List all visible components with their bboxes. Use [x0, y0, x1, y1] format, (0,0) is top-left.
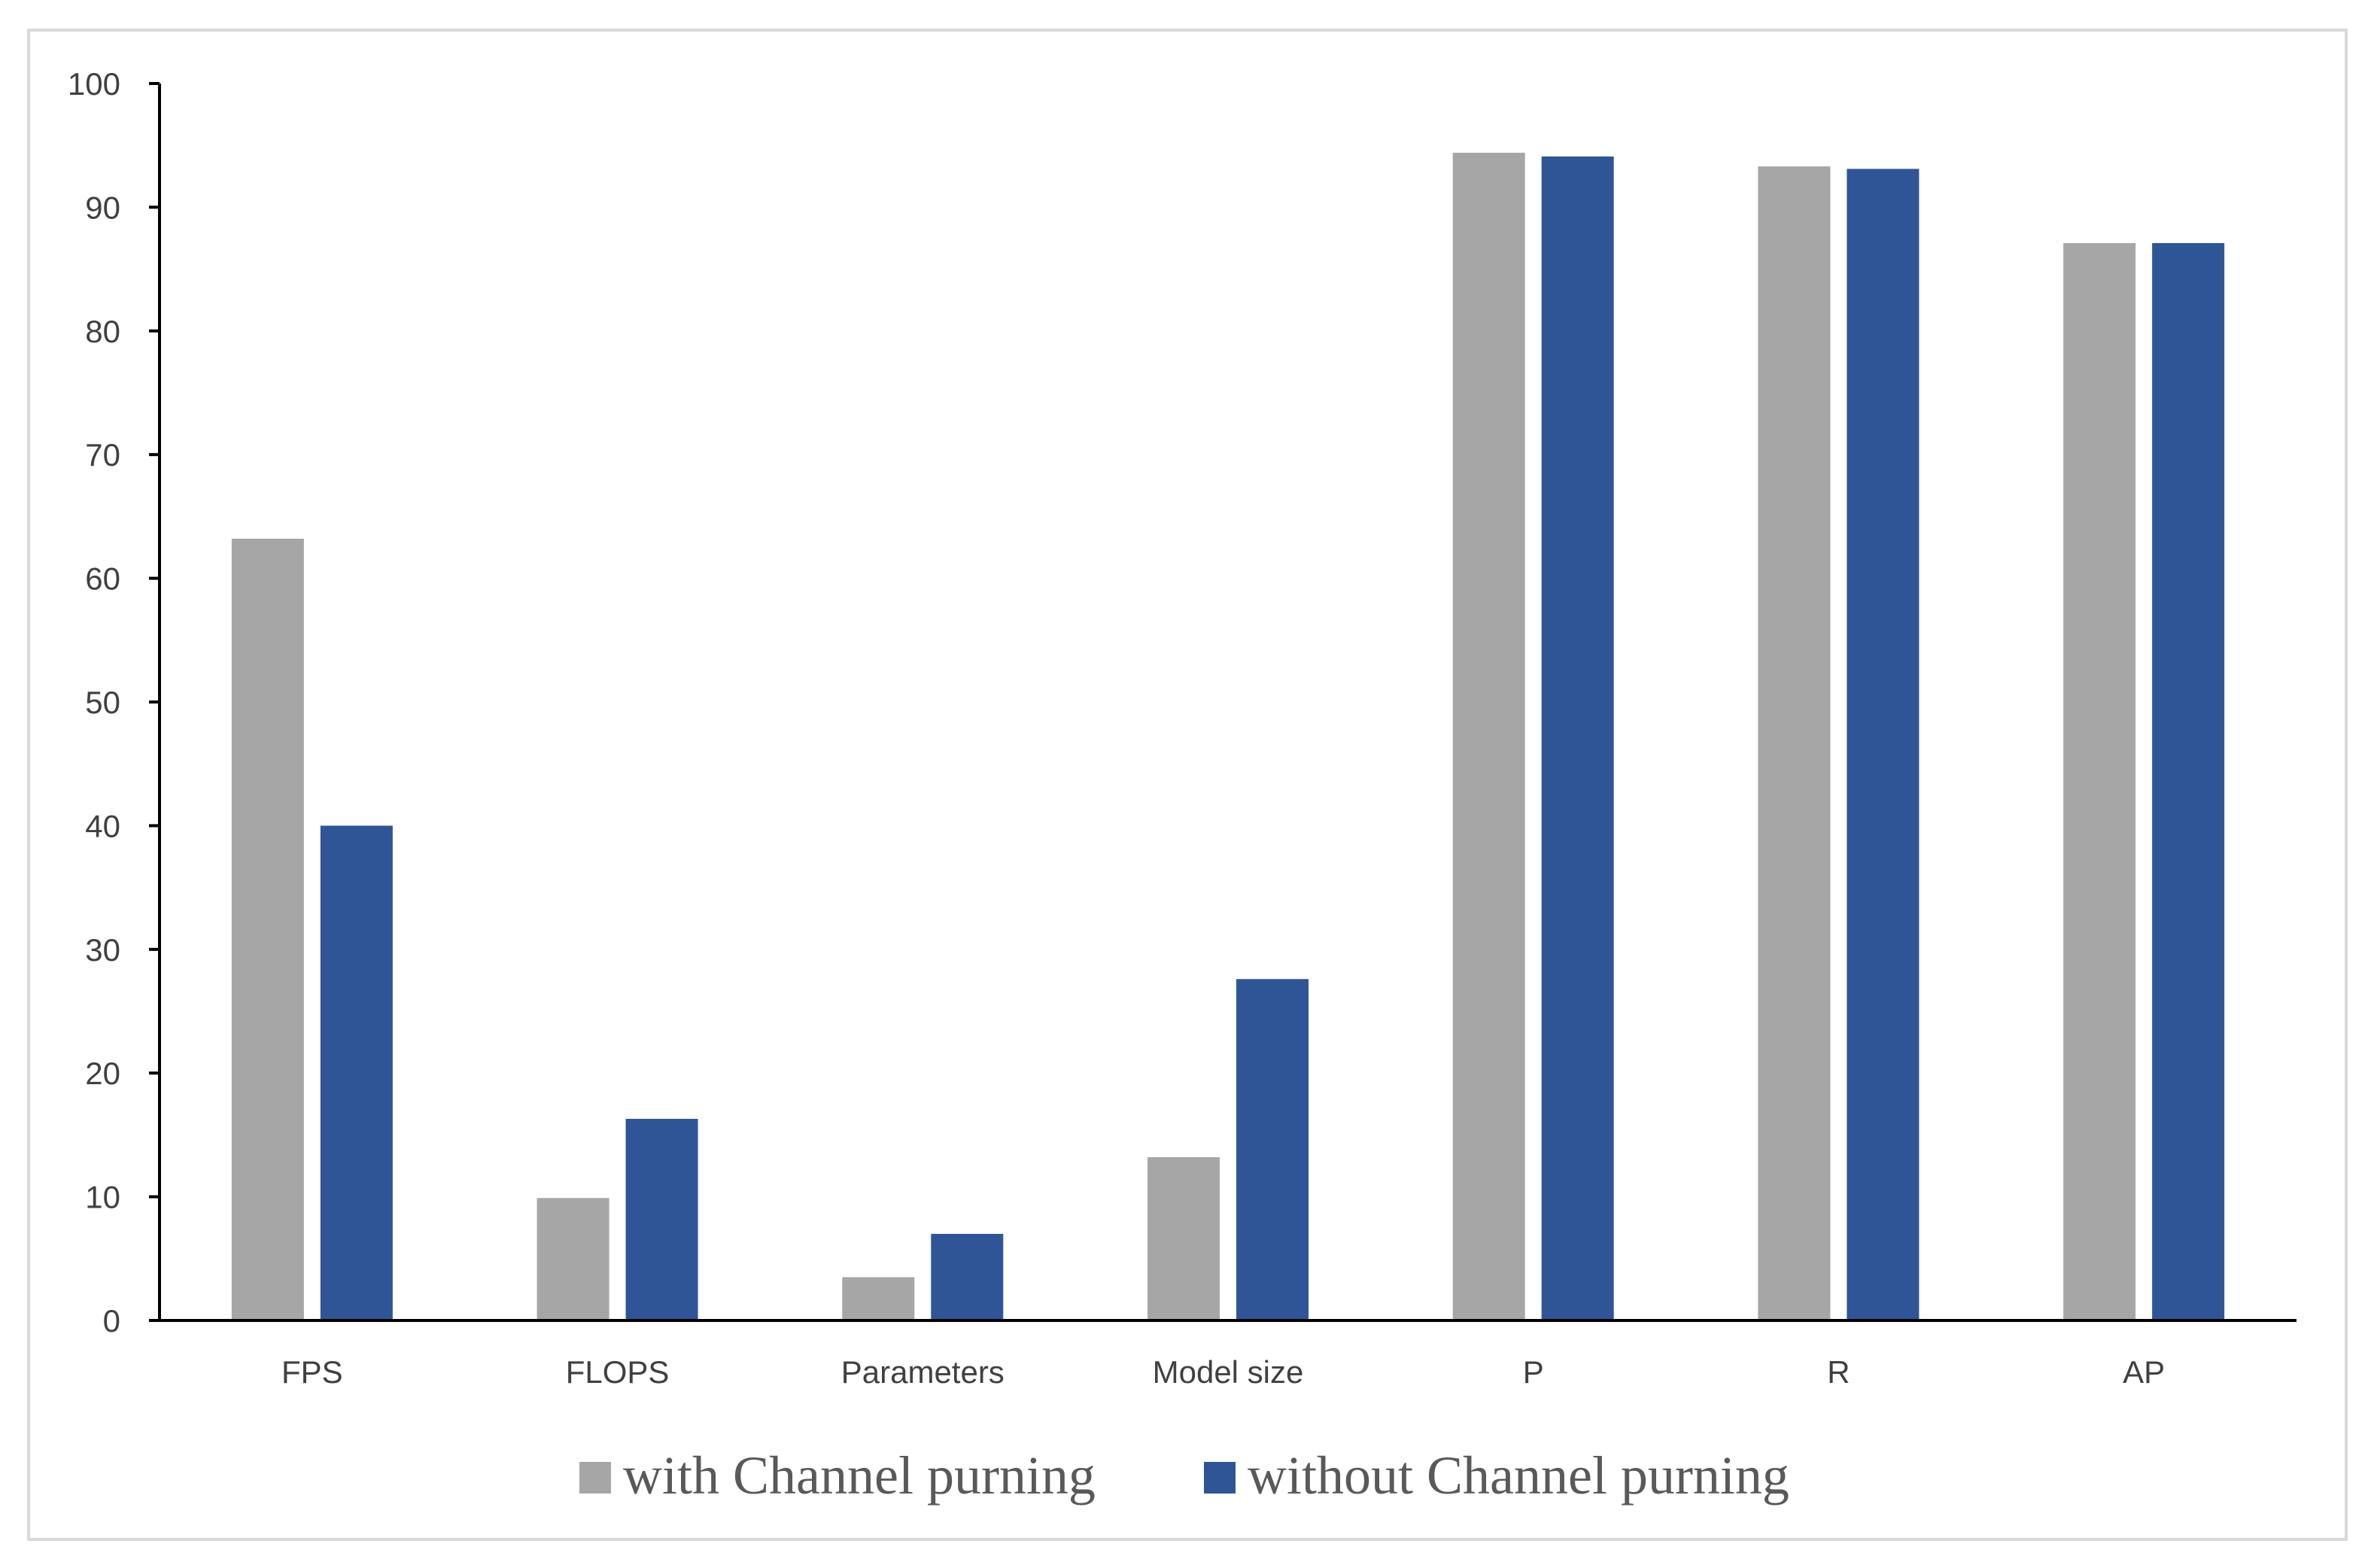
bar-with-flops [536, 1198, 609, 1320]
y-tick-label: 100 [68, 66, 120, 102]
y-tick-label: 80 [85, 314, 120, 349]
bar-without-r [1847, 169, 1920, 1320]
y-tick-label: 50 [85, 685, 120, 720]
bar-without-parameters [931, 1233, 1004, 1320]
x-tick-label: AP [2123, 1354, 2165, 1390]
y-tick-label: 90 [85, 190, 120, 225]
y-tick-label: 60 [85, 561, 120, 597]
x-tick-label: FPS [281, 1354, 343, 1390]
x-tick-label: Parameters [841, 1354, 1005, 1390]
bar-without-flops [625, 1119, 698, 1320]
y-tick-label: 30 [85, 932, 120, 968]
bar-with-parameters [842, 1277, 915, 1320]
x-tick-label: R [1827, 1354, 1850, 1390]
legend-swatch-without [1204, 1462, 1236, 1494]
bar-without-ap [2152, 243, 2225, 1321]
bar-without-fps [320, 825, 393, 1320]
y-tick-label: 70 [85, 437, 120, 473]
y-tick-label: 40 [85, 808, 120, 843]
y-tick-label: 10 [85, 1180, 120, 1215]
legend-label-without: without Channel purning [1248, 1445, 1789, 1506]
bar-without-model-size [1236, 979, 1309, 1320]
bar-with-model-size [1147, 1156, 1220, 1320]
bar-without-p [1541, 156, 1614, 1321]
x-tick-label: FLOPS [566, 1354, 670, 1390]
bars-layer [231, 153, 2225, 1321]
bar-with-r [1758, 166, 1831, 1321]
x-tick-label: Model size [1153, 1354, 1304, 1390]
y-tick-label: 20 [85, 1056, 120, 1091]
axes-layer [149, 82, 2296, 1322]
y-tick-label: 0 [103, 1303, 120, 1339]
labels-layer: FPS FLOPS Parameters Model size P R AP 0 10 20 30 4… [68, 66, 2165, 1390]
bar-with-p [1452, 153, 1525, 1321]
bar-with-ap [2063, 243, 2136, 1321]
legend-swatch-with [579, 1462, 611, 1494]
x-tick-label: P [1523, 1354, 1544, 1390]
legend-label-with: with Channel purning [623, 1445, 1096, 1506]
legend: with Channel purning without Channel purn… [579, 1445, 1789, 1506]
bar-with-fps [231, 538, 304, 1321]
